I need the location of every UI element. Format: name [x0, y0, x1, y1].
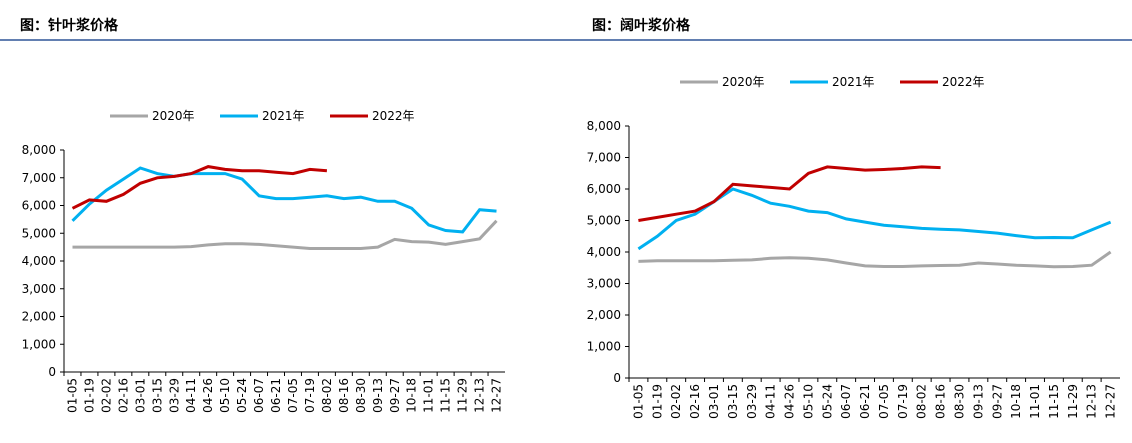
x-tick-label: 07-19	[303, 378, 317, 413]
x-tick-label: 07-19	[896, 384, 910, 419]
x-tick-label: 07-05	[877, 384, 891, 419]
x-tick-label: 08-02	[320, 378, 334, 413]
x-tick-label: 11-01	[1028, 384, 1042, 419]
x-tick-label: 12-13	[473, 378, 487, 413]
y-tick-label: 6,000	[22, 199, 56, 213]
y-tick-label: 4,000	[587, 245, 621, 259]
x-tick-label: 03-15	[726, 384, 740, 419]
y-tick-label: 1,000	[22, 337, 56, 351]
x-tick-label: 05-10	[801, 384, 815, 419]
x-tick-label: 12-27	[1104, 384, 1118, 419]
y-tick-label: 0	[613, 371, 621, 385]
x-tick-label: 08-16	[934, 384, 948, 419]
x-tick-label: 09-27	[388, 378, 402, 413]
x-tick-label: 10-18	[405, 378, 419, 413]
y-tick-label: 7,000	[22, 171, 56, 185]
x-tick-label: 01-19	[650, 384, 664, 419]
x-tick-label: 12-13	[1085, 384, 1099, 419]
x-tick-label: 02-16	[116, 378, 130, 413]
x-tick-label: 05-24	[820, 384, 834, 419]
x-tick-label: 06-21	[269, 378, 283, 413]
y-tick-label: 2,000	[587, 308, 621, 322]
y-tick-label: 6,000	[587, 182, 621, 196]
y-tick-label: 1,000	[587, 340, 621, 354]
series-line	[638, 165, 941, 222]
legend-label: 2022年	[942, 75, 985, 89]
x-tick-label: 01-05	[631, 384, 645, 419]
x-tick-label: 11-29	[1066, 384, 1080, 419]
x-tick-label: 09-27	[990, 384, 1004, 419]
x-tick-label: 09-13	[371, 378, 385, 413]
y-tick-label: 7,000	[587, 151, 621, 165]
x-tick-label: 11-15	[439, 378, 453, 413]
x-tick-label: 11-29	[456, 378, 470, 413]
chart-title: 图：针叶浆价格	[20, 17, 119, 34]
y-tick-label: 5,000	[22, 226, 56, 240]
y-tick-label: 8,000	[22, 143, 56, 157]
y-tick-label: 3,000	[22, 282, 56, 296]
x-tick-label: 08-30	[952, 384, 966, 419]
series-line	[637, 187, 1112, 251]
x-tick-label: 06-07	[839, 384, 853, 419]
x-tick-label: 03-01	[707, 384, 721, 419]
x-tick-label: 04-11	[764, 384, 778, 419]
chart-title: 图：阔叶浆价格	[592, 17, 691, 34]
x-tick-label: 10-18	[1009, 384, 1023, 419]
y-tick-label: 8,000	[587, 119, 621, 133]
legend-label: 2022年	[372, 109, 415, 123]
x-tick-label: 04-11	[184, 378, 198, 413]
x-tick-label: 02-02	[669, 384, 683, 419]
legend-label: 2020年	[152, 109, 195, 123]
x-tick-label: 05-10	[218, 378, 232, 413]
x-tick-label: 08-16	[337, 378, 351, 413]
legend-label: 2021年	[262, 109, 305, 123]
legend-label: 2020年	[722, 75, 765, 89]
series-line	[72, 219, 498, 250]
x-tick-label: 03-15	[150, 378, 164, 413]
x-tick-label: 04-26	[783, 384, 797, 419]
y-tick-label: 2,000	[22, 310, 56, 324]
x-tick-label: 08-30	[354, 378, 368, 413]
x-tick-label: 01-19	[82, 378, 96, 413]
y-tick-label: 5,000	[587, 214, 621, 228]
x-tick-label: 02-16	[688, 384, 702, 419]
x-tick-label: 06-21	[858, 384, 872, 419]
x-tick-label: 11-15	[1047, 384, 1061, 419]
legend-label: 2021年	[832, 75, 875, 89]
x-tick-label: 08-02	[915, 384, 929, 419]
x-tick-label: 03-29	[745, 384, 759, 419]
series-line	[638, 250, 1112, 269]
x-tick-label: 06-07	[252, 378, 266, 413]
y-tick-label: 4,000	[22, 254, 56, 268]
x-tick-label: 12-27	[490, 378, 504, 413]
series-line	[71, 166, 497, 234]
series-line	[71, 165, 328, 210]
x-tick-label: 01-05	[65, 378, 79, 413]
x-tick-label: 09-13	[971, 384, 985, 419]
y-tick-label: 3,000	[587, 277, 621, 291]
x-tick-label: 11-01	[422, 378, 436, 413]
x-tick-label: 04-26	[201, 378, 215, 413]
x-tick-label: 02-02	[99, 378, 113, 413]
x-tick-label: 03-01	[133, 378, 147, 413]
x-tick-label: 05-24	[235, 378, 249, 413]
y-tick-label: 0	[48, 365, 56, 379]
x-tick-label: 03-29	[167, 378, 181, 413]
x-tick-label: 07-05	[286, 378, 300, 413]
